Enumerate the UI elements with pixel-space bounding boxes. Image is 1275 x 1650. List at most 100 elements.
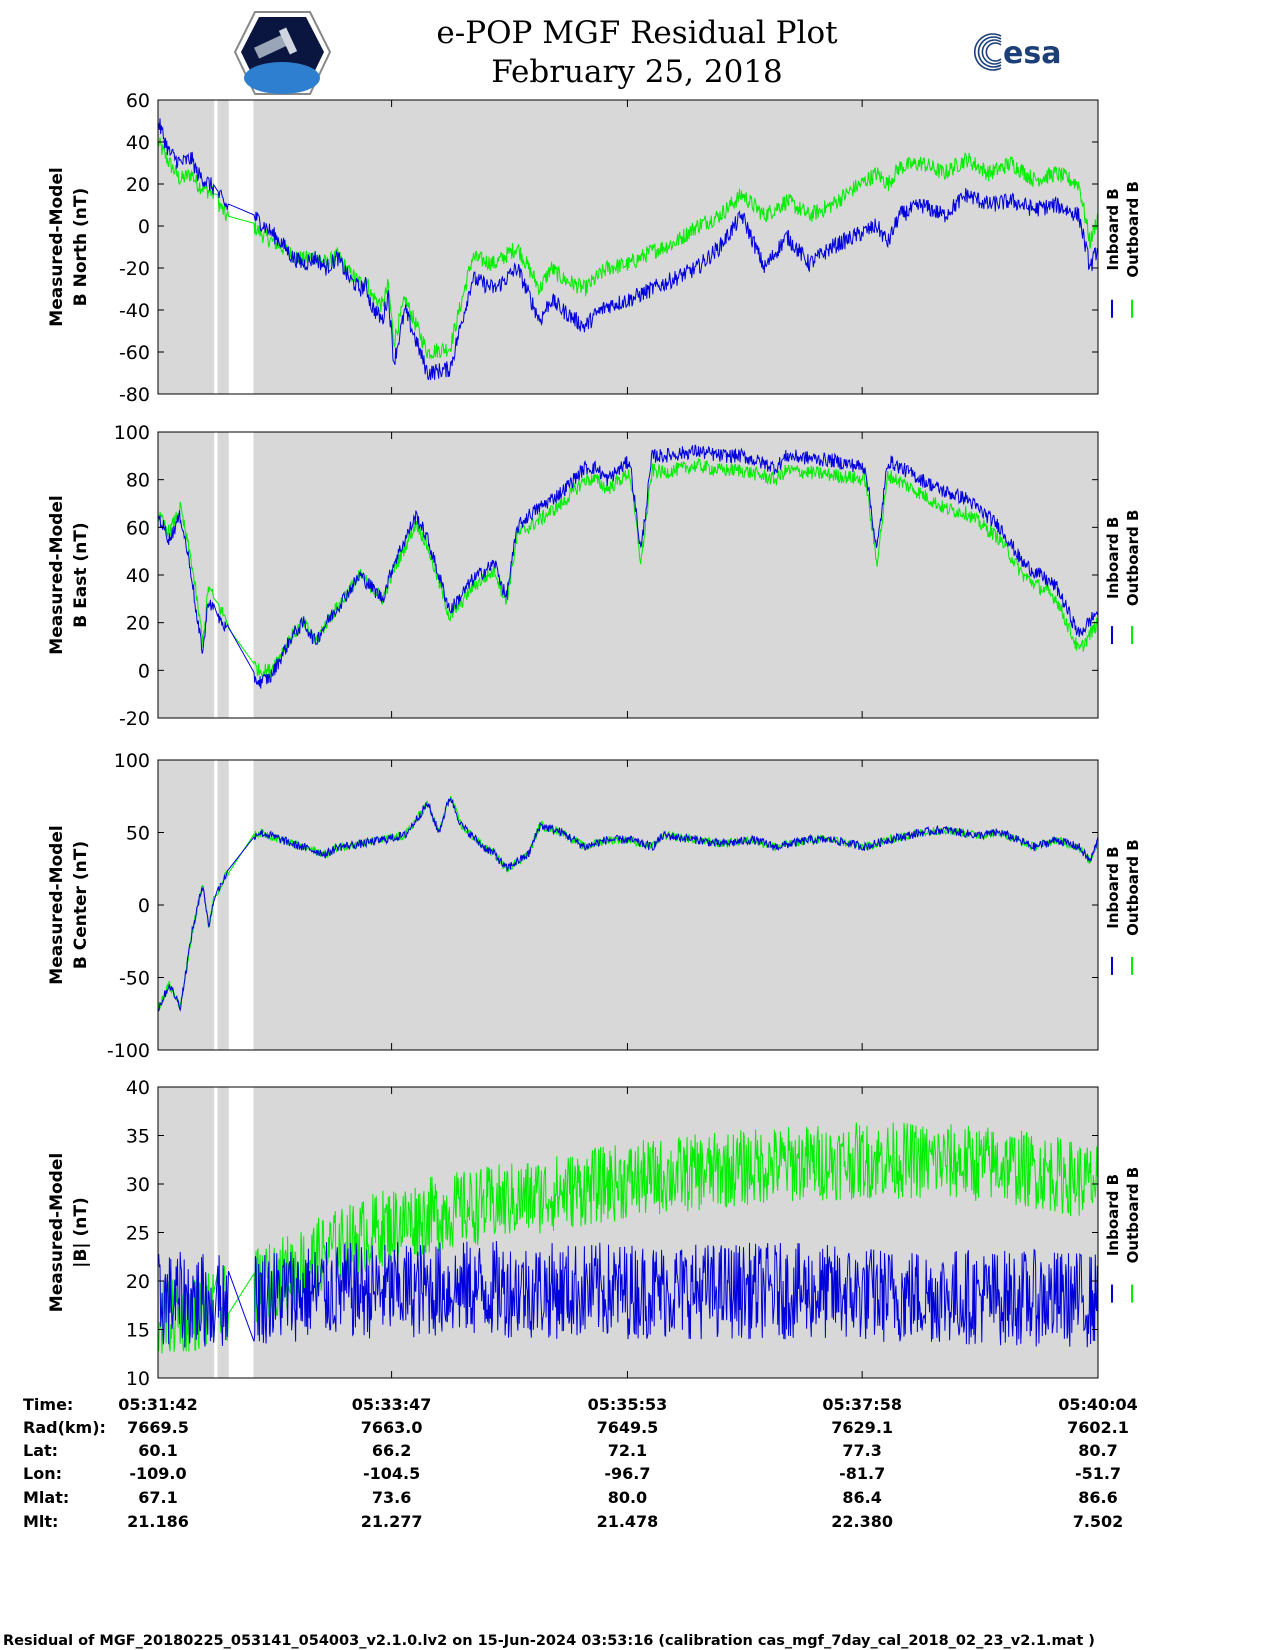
y-tick-label: 40 — [126, 565, 150, 587]
data-gap-2 — [228, 432, 254, 718]
y-tick-label: -100 — [107, 1040, 150, 1062]
inboard-series-line — [158, 797, 1098, 1012]
y-axis-label-line1: Measured-Model — [47, 1153, 67, 1312]
y-tick-label: 30 — [126, 1174, 150, 1196]
y-axis-label-line2: B East (nT) — [71, 522, 91, 627]
plot-title-line1: e-POP MGF Residual Plot — [436, 15, 838, 51]
y-axis-label-line1: Measured-Model — [47, 495, 67, 654]
ephemeris-cell: 21.186 — [127, 1512, 189, 1531]
y-axis-label-line2: |B| (nT) — [71, 1197, 91, 1268]
panel-2: 100 80 60 40 20 0 -20 Measured-Model B East (nT)… — [47, 422, 1142, 730]
y-tick-label: 60 — [126, 517, 150, 539]
ephemeris-cell: -96.7 — [604, 1464, 650, 1483]
y-tick-label: -50 — [119, 968, 150, 990]
ephemeris-table: Time: Rad(km): Lat: Lon: Mlat: Mlt: 05:31:42 76… — [23, 1395, 1138, 1531]
data-gap-2 — [228, 760, 254, 1050]
ephemeris-row-label: Lat: — [23, 1441, 58, 1460]
y-tick-label: -80 — [119, 384, 150, 406]
y-tick-label: 50 — [126, 823, 150, 845]
ephemeris-cell: 67.1 — [138, 1488, 177, 1507]
y-axis-label-line2: B North (nT) — [71, 188, 91, 307]
y-tick-label: 20 — [126, 1271, 150, 1293]
ephemeris-cell: 73.6 — [372, 1488, 411, 1507]
ephemeris-cell: 22.380 — [831, 1512, 893, 1531]
panel-3: 100 50 0 -50 -100 Measured-Model B Center (nT)… — [47, 750, 1142, 1062]
ephemeris-cell: 05:35:53 — [588, 1395, 668, 1414]
y-tick-label: 0 — [138, 216, 150, 238]
cassiope-mission-logo-icon — [233, 11, 332, 95]
y-tick-label: 20 — [126, 613, 150, 635]
plot-area — [158, 432, 1098, 718]
y-tick-label: 60 — [126, 90, 150, 112]
ephemeris-row-label: Mlat: — [23, 1488, 69, 1507]
ephemeris-cell: 05:33:47 — [352, 1395, 432, 1414]
legend-inboard-label: Inboard B — [1104, 1174, 1122, 1256]
y-tick-label: 25 — [126, 1223, 150, 1245]
legend-inboard-label: Inboard B — [1104, 188, 1122, 270]
y-axis-label-line2: B Center (nT) — [71, 841, 91, 969]
outboard-series-line — [158, 137, 1098, 360]
data-gap-1 — [214, 100, 218, 394]
ephemeris-cell: 77.3 — [842, 1441, 881, 1460]
y-tick-label: 40 — [126, 1077, 150, 1099]
plot-frame — [157, 99, 1099, 395]
ephemeris-cell: 7669.5 — [127, 1418, 189, 1437]
ephemeris-cell: 05:31:42 — [118, 1395, 198, 1414]
ephemeris-cell: 7.502 — [1073, 1512, 1124, 1531]
ephemeris-cell: 21.478 — [597, 1512, 659, 1531]
ephemeris-row-label: Mlt: — [23, 1512, 58, 1531]
y-tick-label: -40 — [119, 300, 150, 322]
plot-area — [158, 760, 1098, 1050]
ephemeris-cell: 80.7 — [1078, 1441, 1117, 1460]
inboard-series-line — [158, 1240, 1098, 1348]
data-gap-2 — [228, 1087, 254, 1378]
ephemeris-cell: 05:40:04 — [1058, 1395, 1138, 1414]
esa-logo-icon: esa — [974, 33, 1061, 71]
ephemeris-cell: -81.7 — [839, 1464, 885, 1483]
ephemeris-cell: 80.0 — [608, 1488, 647, 1507]
y-tick-label: 40 — [126, 132, 150, 154]
data-gap-1 — [214, 1087, 218, 1378]
ephemeris-row-label: Lon: — [23, 1464, 62, 1483]
esa-logo-text: esa — [1003, 36, 1061, 71]
y-axis-label-line1: Measured-Model — [47, 825, 67, 984]
ephemeris-row-label: Rad(km): — [23, 1418, 106, 1437]
legend-outboard-label: Outboard B — [1124, 1167, 1142, 1264]
legend-outboard-label: Outboard B — [1124, 181, 1142, 278]
legend-inboard-label: Inboard B — [1104, 517, 1122, 599]
panel-1: 60 40 20 0 -20 -40 -60 -80 Measured-Model B North… — [47, 90, 1142, 406]
data-gap-2 — [228, 100, 254, 394]
legend-outboard-label: Outboard B — [1124, 839, 1142, 936]
ephemeris-cell: 72.1 — [608, 1441, 647, 1460]
plot-title-line2: February 25, 2018 — [491, 54, 783, 90]
ephemeris-row-label: Time: — [23, 1395, 73, 1414]
ephemeris-cell: 86.6 — [1078, 1488, 1117, 1507]
y-tick-label: 100 — [114, 422, 150, 444]
ephemeris-cell: 60.1 — [138, 1441, 177, 1460]
y-tick-label: 20 — [126, 174, 150, 196]
data-gap-1 — [214, 432, 218, 718]
y-tick-label: -60 — [119, 342, 150, 364]
ephemeris-cell: -104.5 — [363, 1464, 420, 1483]
y-axis-label-line1: Measured-Model — [47, 167, 67, 326]
inboard-series-line — [158, 444, 1098, 689]
legend-outboard-label: Outboard B — [1124, 510, 1142, 607]
ephemeris-cell: 7629.1 — [831, 1418, 893, 1437]
legend-inboard-label: Inboard B — [1104, 846, 1122, 928]
ephemeris-cell: 21.277 — [361, 1512, 423, 1531]
y-tick-label: 35 — [126, 1126, 150, 1148]
ephemeris-cell: 86.4 — [842, 1488, 881, 1507]
y-tick-label: 10 — [126, 1368, 150, 1390]
ephemeris-cell: 7649.5 — [597, 1418, 659, 1437]
ephemeris-cell: -109.0 — [129, 1464, 186, 1483]
ephemeris-cell: 7663.0 — [361, 1418, 423, 1437]
y-tick-label: -20 — [119, 258, 150, 280]
outboard-series-line — [158, 458, 1098, 679]
y-tick-label: 15 — [126, 1320, 150, 1342]
panel-4: 40 35 30 25 20 15 10 Measured-Model |B| (nT) Inbo… — [47, 1077, 1142, 1390]
data-gap-1 — [214, 760, 218, 1050]
ephemeris-cell: -51.7 — [1075, 1464, 1121, 1483]
y-tick-label: 100 — [114, 750, 150, 772]
y-tick-label: 0 — [138, 660, 150, 682]
